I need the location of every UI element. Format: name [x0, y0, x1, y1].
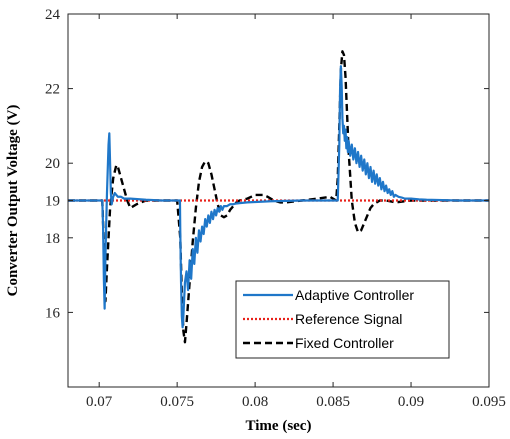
y-tick-label: 20 [45, 156, 60, 172]
x-tick-label: 0.095 [472, 394, 506, 410]
series-line-adaptive-controller [68, 65, 489, 329]
y-tick-label: 18 [45, 231, 60, 247]
x-tick-label: 0.07 [86, 394, 113, 410]
legend-label-adaptive-controller: Adaptive Controller [295, 287, 414, 303]
legend: Adaptive Controller Reference Signal Fixed… [235, 280, 450, 359]
legend-items: Adaptive Controller Reference Signal Fixed… [243, 287, 414, 351]
x-tick-label: 0.085 [316, 394, 350, 410]
y-axis-label: Converter Output Voltage (V) [5, 105, 21, 297]
x-tick-label: 0.075 [160, 394, 194, 410]
ticks: 0.07 0.075 0.08 0.085 0.09 0.095 16 18 19 20 22 24 [45, 7, 506, 410]
y-tick-label: 24 [45, 7, 61, 23]
series-line-fixed-controller [68, 50, 489, 344]
x-tick-label: 0.09 [398, 394, 424, 410]
legend-label-reference-signal: Reference Signal [295, 311, 402, 327]
series-layer [68, 50, 489, 344]
x-axis-label: Time (sec) [246, 418, 312, 434]
x-tick-label: 0.08 [242, 394, 268, 410]
y-tick-label: 19 [45, 194, 60, 210]
y-tick-label: 16 [45, 305, 61, 321]
y-tick-label: 22 [45, 82, 60, 98]
legend-label-fixed-controller: Fixed Controller [295, 335, 394, 351]
